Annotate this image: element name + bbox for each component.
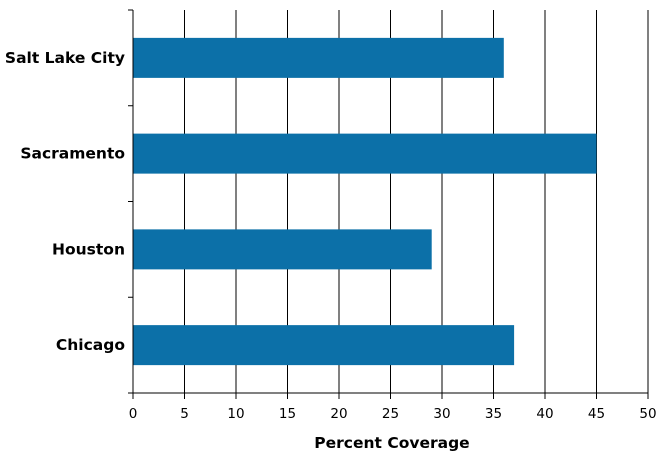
x-tick-labels: 0 5 10 15 20 25 30 35 40 45 50 — [129, 406, 657, 422]
bar — [133, 229, 432, 270]
bar — [133, 325, 515, 366]
category-label: Sacramento — [20, 145, 125, 163]
x-tick-label: 15 — [279, 406, 296, 422]
axes — [132, 10, 648, 394]
bar — [133, 37, 504, 78]
bar — [133, 133, 597, 174]
x-tick-label: 45 — [588, 406, 605, 422]
x-tick-label: 25 — [382, 406, 399, 422]
category-label: Salt Lake City — [5, 49, 125, 67]
x-tick-label: 5 — [180, 406, 189, 422]
x-tick-label: 20 — [330, 406, 347, 422]
x-tick-label: 50 — [639, 406, 656, 422]
x-axis-title: Percent Coverage — [314, 434, 469, 452]
x-tick-label: 40 — [536, 406, 553, 422]
x-tick-label: 0 — [129, 406, 138, 422]
bars — [133, 37, 597, 366]
category-labels: Salt Lake City Sacramento Houston Chicago — [5, 49, 125, 354]
x-tick-label: 30 — [433, 406, 450, 422]
category-label: Houston — [52, 240, 125, 258]
x-tick-label: 35 — [485, 406, 502, 422]
category-label: Chicago — [56, 336, 125, 354]
x-tick-label: 10 — [227, 406, 244, 422]
